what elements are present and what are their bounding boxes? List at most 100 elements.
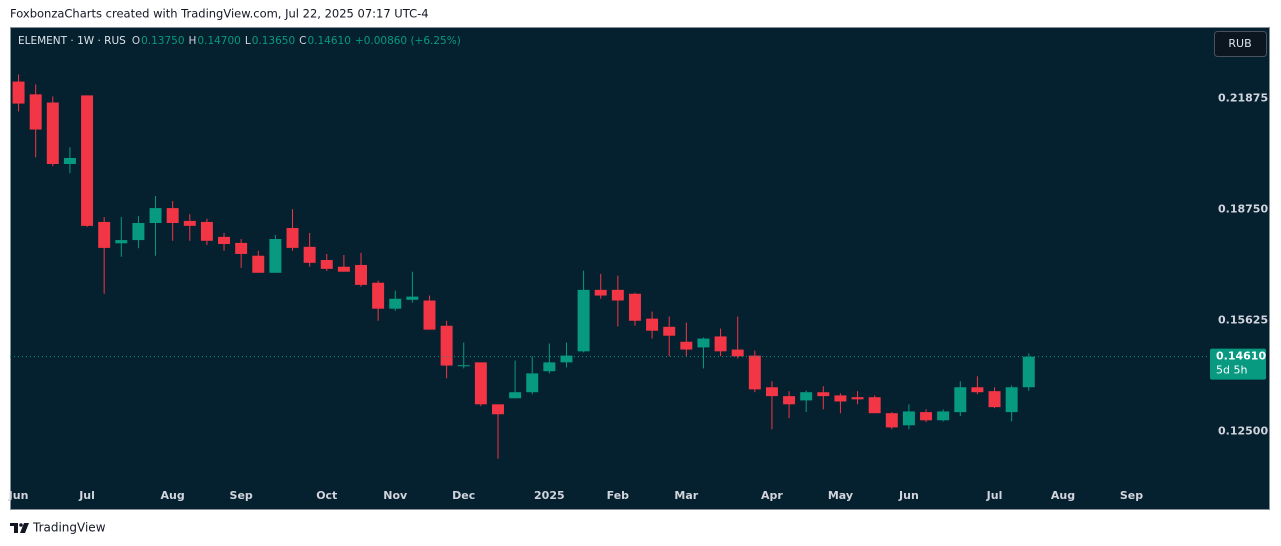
header: FoxbonzaCharts created with TradingView.…: [10, 7, 429, 21]
candle-body: [235, 242, 248, 254]
candle-body: [46, 102, 59, 165]
legend-value: 0.14610: [307, 35, 351, 47]
candle-body: [783, 396, 796, 405]
candle-body: [372, 282, 385, 309]
candle-body: [902, 411, 915, 426]
legend-key: O: [131, 35, 141, 47]
candle-body: [457, 365, 470, 367]
candle-body: [98, 221, 111, 248]
candle-body: [577, 289, 590, 352]
y-tick-label: 0.18750: [1218, 203, 1268, 216]
candle-body: [389, 298, 402, 309]
x-tick-label: Sep: [230, 489, 253, 502]
candle-body: [509, 392, 522, 399]
candle-body: [149, 208, 162, 224]
legend-key: H: [188, 35, 197, 47]
footer-brand: TradingView: [32, 521, 106, 535]
candle-body: [12, 81, 25, 104]
x-tick-label: Oct: [316, 489, 337, 502]
candle-body: [868, 397, 881, 414]
candle-body: [252, 255, 265, 273]
x-tick-label: Jun: [8, 489, 29, 502]
candle-body: [817, 392, 830, 397]
candle-body: [543, 362, 556, 372]
candle-body: [885, 413, 898, 428]
candle-body: [337, 266, 350, 272]
candle-body: [834, 395, 847, 402]
legend-key: C: [299, 35, 307, 47]
candle-body: [29, 94, 42, 130]
candle-body: [320, 259, 333, 269]
x-tick-label: Apr: [761, 489, 783, 502]
candle-body: [1005, 387, 1018, 413]
candle-body: [988, 391, 1001, 408]
logo: [10, 523, 29, 533]
x-tick-label: 2025: [534, 489, 565, 502]
candle-body: [646, 318, 659, 331]
candle-body: [115, 240, 128, 244]
candle-body: [954, 387, 967, 413]
x-tick-label: Nov: [383, 489, 408, 502]
candle-body: [218, 236, 231, 244]
x-tick-label: Jul: [986, 489, 1003, 502]
candle-body: [81, 95, 94, 226]
candle-body: [628, 293, 641, 321]
candle-body: [594, 289, 607, 296]
candle-body: [183, 220, 196, 226]
candle-body: [611, 289, 624, 301]
legend-symbol: ELEMENT · 1W · RUS: [18, 35, 126, 47]
currency-button[interactable]: [1214, 31, 1267, 57]
candle-body: [355, 264, 367, 285]
x-tick-label: Aug: [161, 489, 185, 502]
legend: ELEMENT · 1W · RUS O0.13750 H0.14700 L0.136…: [18, 35, 465, 47]
x-tick-label: Aug: [1051, 489, 1075, 502]
candle-body: [132, 223, 145, 241]
candle-body: [63, 157, 76, 165]
candle-body: [731, 349, 744, 357]
candle-body: [303, 246, 316, 263]
candle-body: [560, 355, 573, 363]
candle-body: [937, 411, 950, 421]
candle-body: [406, 296, 419, 300]
legend-value: 0.13650: [251, 35, 296, 47]
y-tick-label: 0.15625: [1218, 314, 1268, 327]
candle-body: [765, 387, 778, 397]
candle-body: [200, 221, 213, 241]
candle-body: [748, 355, 761, 390]
x-tick-label: Jul: [78, 489, 95, 502]
candle-body: [697, 338, 710, 348]
x-tick-label: Jun: [898, 489, 919, 502]
candle-body: [800, 392, 813, 401]
candle-body: [286, 227, 299, 248]
legend-change: +0.00860 (+6.25%): [354, 35, 461, 47]
candle-body: [491, 404, 504, 415]
candle-body: [851, 397, 864, 400]
candle-body: [714, 336, 727, 352]
x-tick-label: May: [828, 489, 853, 502]
candle-body: [1022, 356, 1035, 388]
countdown-label: 5d 5h: [1216, 364, 1247, 377]
candle-body: [474, 362, 487, 405]
candle-body: [663, 326, 676, 336]
candle-body: [423, 300, 436, 330]
currency-label[interactable]: RUB: [1228, 37, 1251, 50]
last-price-label: 0.14610: [1216, 350, 1266, 363]
candle-body: [440, 325, 453, 366]
legend-value: 0.14700: [197, 35, 241, 47]
candle-body: [269, 239, 282, 273]
candle-body: [526, 373, 539, 393]
legend-key: L: [244, 35, 251, 47]
candle-body: [971, 387, 984, 393]
legend-value: 0.13750: [141, 35, 185, 47]
chart-panel: [10, 27, 1270, 510]
candle-body: [680, 341, 693, 350]
x-tick-label: Mar: [674, 489, 698, 502]
candle-body: [166, 208, 179, 224]
y-tick-label: 0.21875: [1218, 91, 1268, 104]
last-price-box: [1210, 348, 1266, 380]
candle-body: [920, 412, 933, 421]
x-tick-label: Dec: [452, 489, 475, 502]
x-tick-label: Feb: [607, 489, 630, 502]
